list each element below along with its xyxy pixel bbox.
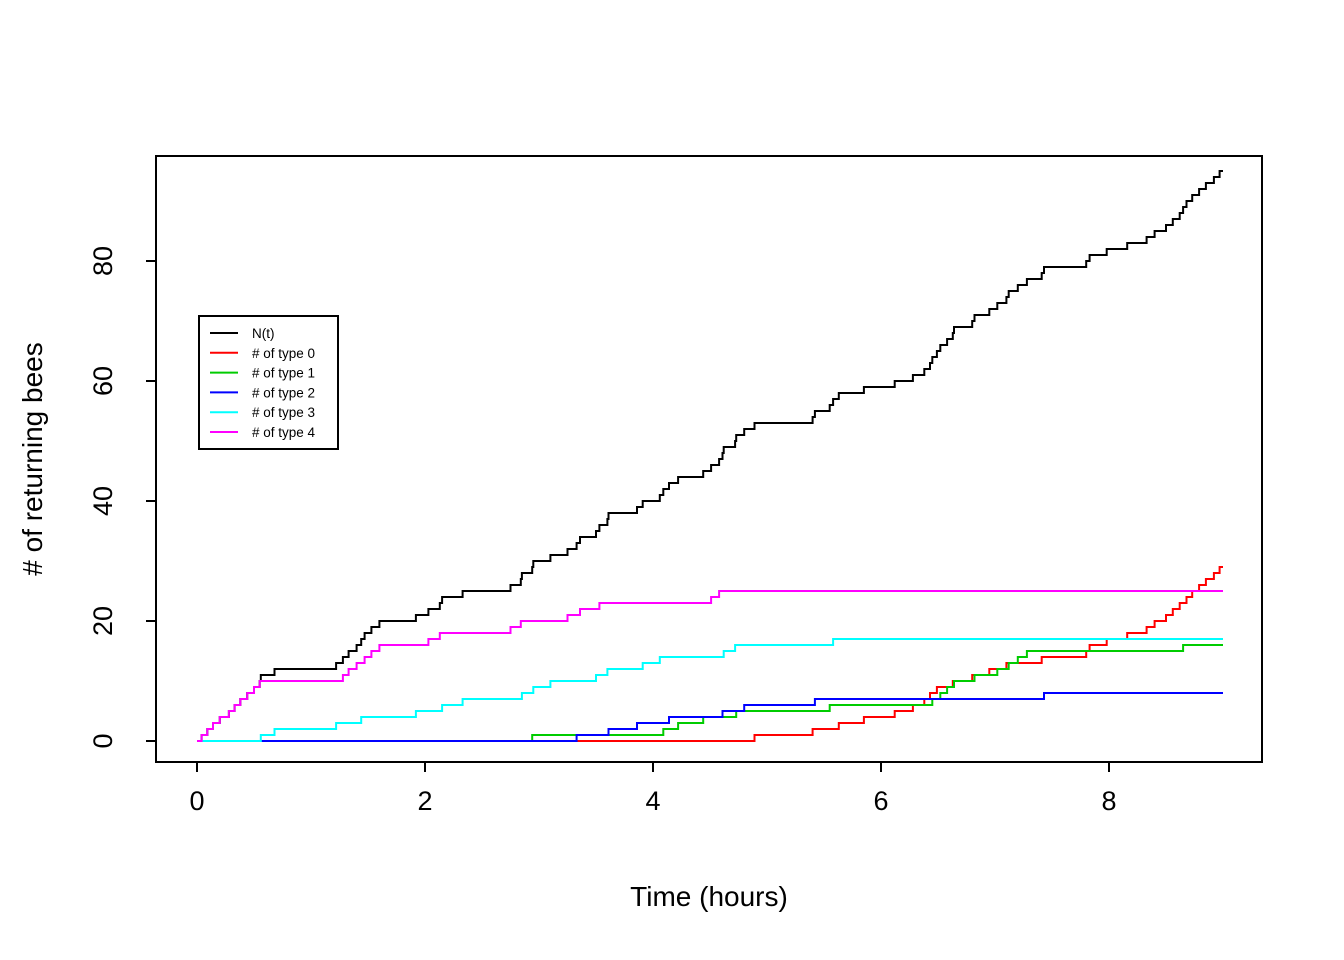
x-tick-label: 8 — [1101, 786, 1116, 816]
series-path--of-type-1 — [197, 644, 1223, 742]
legend-label: # of type 3 — [252, 405, 315, 420]
legend-label: N(t) — [252, 326, 275, 341]
y-tick-label: 20 — [88, 606, 118, 636]
x-tick-label: 4 — [645, 786, 660, 816]
y-tick-label: 0 — [88, 733, 118, 748]
x-axis-label: Time (hours) — [630, 881, 788, 912]
x-tick-label: 6 — [873, 786, 888, 816]
x-axis: 0 2 4 6 8 — [189, 763, 1117, 816]
y-axis: 0 20 40 60 80 — [88, 246, 155, 749]
series-path--of-type-2 — [197, 692, 1223, 742]
legend-items: N(t) # of type 0 # of type 1 # of type 2 # o… — [210, 326, 316, 440]
series-paths — [197, 170, 1223, 742]
x-tick-label: 2 — [417, 786, 432, 816]
legend: N(t) # of type 0 # of type 1 # of type 2 # o… — [198, 315, 339, 450]
series-path-n-t- — [197, 170, 1223, 742]
y-axis-label: # of returning bees — [17, 342, 48, 576]
series-path--of-type-3 — [197, 638, 1223, 742]
legend-box — [198, 315, 339, 450]
legend-label: # of type 0 — [252, 346, 315, 361]
series-path--of-type-4 — [197, 590, 1223, 742]
y-tick-label: 40 — [88, 486, 118, 516]
y-tick-label: 80 — [88, 246, 118, 276]
legend-label: # of type 1 — [252, 366, 315, 381]
plot-border — [155, 155, 1263, 763]
series-path--of-type-0 — [197, 566, 1223, 742]
y-tick-label: 60 — [88, 366, 118, 396]
legend-label: # of type 4 — [252, 425, 316, 440]
legend-label: # of type 2 — [252, 385, 315, 400]
x-tick-label: 0 — [189, 786, 204, 816]
